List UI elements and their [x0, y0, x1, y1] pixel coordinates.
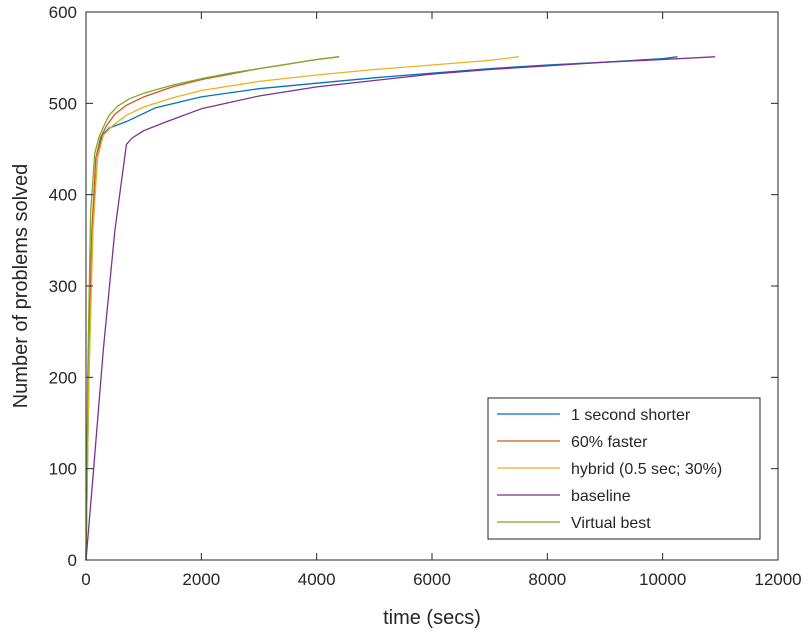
x-tick-label: 4000: [298, 570, 336, 589]
legend-label-0: 1 second shorter: [571, 407, 691, 424]
x-tick-label: 8000: [528, 570, 566, 589]
legend-label-3: baseline: [571, 488, 631, 505]
legend: 1 second shorter 60% faster hybrid (0.5 se…: [487, 397, 761, 540]
x-ticks: 0 2000 4000 6000 8000 10000 12000: [81, 12, 802, 589]
y-axis-label: Number of problems solved: [10, 164, 32, 409]
x-tick-label: 6000: [413, 570, 451, 589]
series-line-4: [85, 56, 340, 561]
y-tick-label: 600: [49, 3, 77, 22]
y-tick-label: 0: [68, 551, 77, 570]
y-tick-label: 300: [49, 277, 77, 296]
y-tick-label: 400: [49, 186, 77, 205]
series-line-2: [85, 56, 520, 561]
legend-label-1: 60% faster: [571, 434, 648, 451]
legend-label-2: hybrid (0.5 sec; 30%): [571, 461, 722, 478]
series-layer: [85, 56, 716, 561]
x-tick-label: 0: [81, 570, 90, 589]
y-ticks: 0 100 200 300 400 500 600: [49, 3, 778, 570]
series-line-3: [85, 56, 716, 561]
y-tick-label: 500: [49, 94, 77, 113]
x-tick-label: 2000: [182, 570, 220, 589]
y-tick-label: 200: [49, 368, 77, 387]
x-tick-label: 12000: [754, 570, 801, 589]
x-tick-label: 10000: [639, 570, 686, 589]
y-tick-label: 100: [49, 460, 77, 479]
legend-label-4: Virtual best: [571, 515, 651, 532]
x-axis-label: time (secs): [383, 607, 481, 629]
legend-items: 1 second shorter 60% faster hybrid (0.5 se…: [497, 407, 722, 532]
